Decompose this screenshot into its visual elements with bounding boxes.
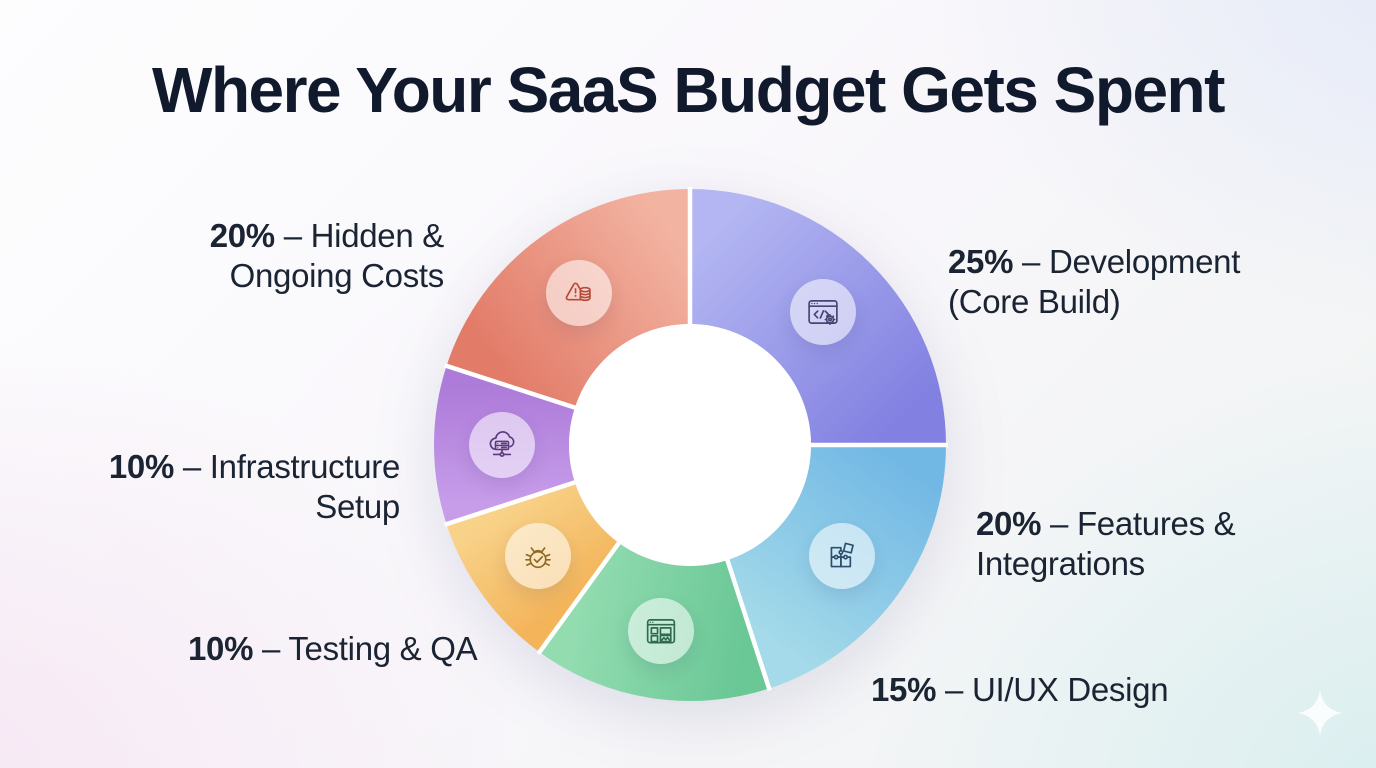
page-title: Where Your SaaS Budget Gets Spent xyxy=(152,54,1225,126)
segment-gap xyxy=(443,479,578,527)
sparkle-icon xyxy=(1294,687,1346,739)
label-hidden-ongoing-costs: 20% – Hidden & Ongoing Costs xyxy=(209,216,445,296)
label-text: – Infrastructure xyxy=(174,448,400,485)
cloud-server-icon xyxy=(469,412,535,478)
label-pct: 20% xyxy=(976,505,1042,542)
label-line: 10% – Infrastructure xyxy=(109,447,400,487)
donut-hole xyxy=(569,324,811,566)
label-development-core-build: 25% – Development (Core Build) xyxy=(948,242,1240,322)
label-line: Integrations xyxy=(976,545,1145,582)
label-testing-qa: 10% – Testing & QA xyxy=(188,629,478,669)
label-line: 25% – Development xyxy=(948,242,1240,282)
puzzle-icon xyxy=(809,522,876,589)
label-text: – Testing & QA xyxy=(253,630,478,667)
label-text: – UI/UX Design xyxy=(936,671,1169,708)
label-features-integrations: 20% – Features & Integrations xyxy=(976,504,1236,584)
label-pct: 25% xyxy=(948,243,1014,280)
label-uiux-design: 15% – UI/UX Design xyxy=(871,670,1169,710)
label-line: 20% – Features & xyxy=(976,504,1236,544)
label-text: – Features & xyxy=(1041,505,1236,542)
bug-check-icon xyxy=(504,522,571,589)
label-pct: 10% xyxy=(188,630,254,667)
code-window-icon xyxy=(789,279,856,346)
label-pct: 10% xyxy=(108,448,174,485)
label-text: – Development xyxy=(1013,243,1241,280)
label-line: 10% – Testing & QA xyxy=(188,629,478,669)
label-text: – Hidden & xyxy=(274,217,445,254)
label-line: (Core Build) xyxy=(948,283,1121,320)
label-line: 15% – UI/UX Design xyxy=(871,670,1169,710)
segment-gap xyxy=(536,539,622,656)
label-line: Setup xyxy=(315,488,400,525)
wireframe-window-icon xyxy=(627,597,694,664)
label-line: Ongoing Costs xyxy=(229,257,445,294)
segment-gap xyxy=(724,557,772,692)
alert-cost-icon xyxy=(546,259,613,326)
label-pct: 20% xyxy=(209,217,275,254)
label-infrastructure-setup: 10% – Infrastructure Setup xyxy=(109,447,400,527)
label-pct: 15% xyxy=(871,671,937,708)
label-line: 20% – Hidden & xyxy=(209,216,445,256)
segment-gap xyxy=(443,363,578,411)
